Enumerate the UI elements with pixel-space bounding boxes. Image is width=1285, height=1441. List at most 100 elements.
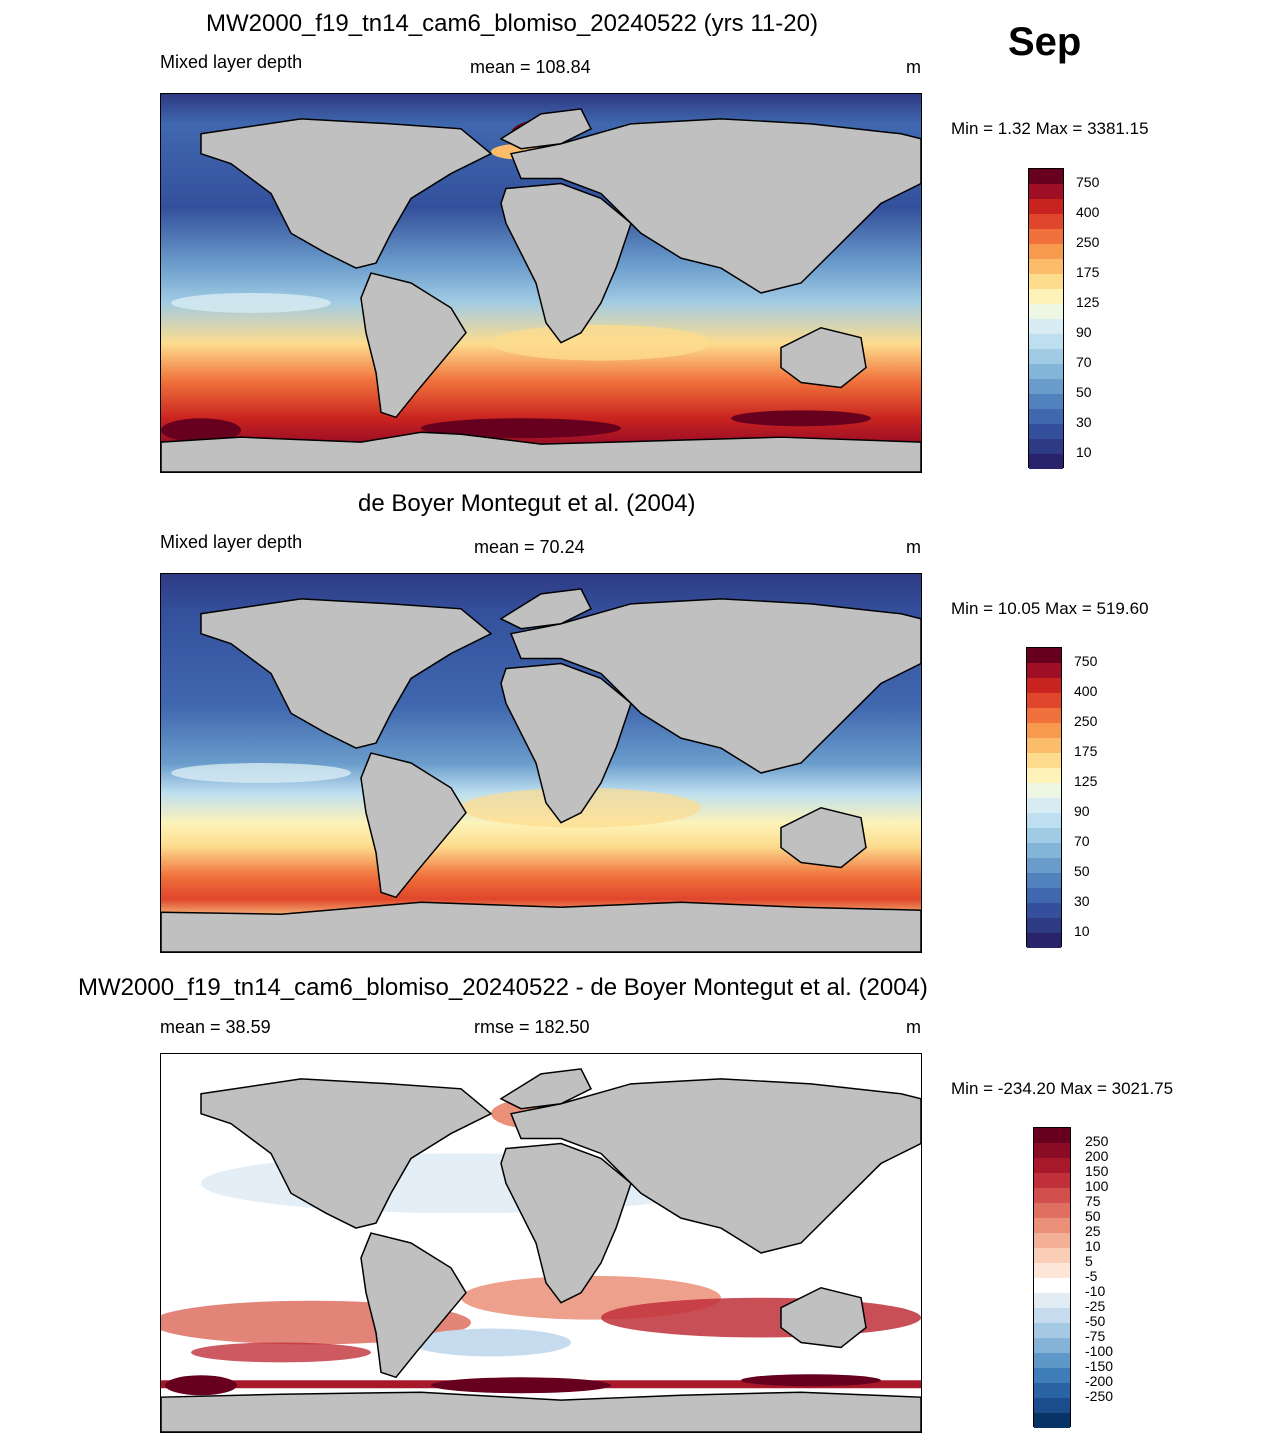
colorbar-swatch [1027, 828, 1061, 843]
panel-2-title: de Boyer Montegut et al. (2004) [358, 490, 696, 517]
colorbar-label: 125 [1074, 773, 1098, 789]
colorbar-label: -250 [1085, 1388, 1114, 1404]
colorbar-swatch [1029, 244, 1063, 259]
colorbar-swatch [1029, 454, 1063, 469]
colorbar-swatch [1034, 1383, 1070, 1398]
panel-2-minmax: Min = 10.05 Max = 519.60 [951, 599, 1149, 618]
colorbar-label: 100 [1085, 1178, 1109, 1194]
colorbar-swatch [1034, 1248, 1070, 1263]
panel-3-mean: mean = 38.59 [160, 1017, 271, 1037]
colorbar-label: -100 [1085, 1343, 1114, 1359]
colorbar-swatch [1029, 394, 1063, 409]
colorbar-swatch [1034, 1188, 1070, 1203]
colorbar-swatch [1034, 1173, 1070, 1188]
panel-3-title: MW2000_f19_tn14_cam6_blomiso_20240522 - … [78, 974, 928, 1001]
colorbar-swatch [1027, 813, 1061, 828]
panel-1-units: m [906, 57, 921, 77]
colorbar-label: 150 [1085, 1163, 1109, 1179]
colorbar-swatch [1034, 1398, 1070, 1413]
colorbar-swatch [1029, 304, 1063, 319]
colorbar-label: 250 [1074, 713, 1098, 729]
colorbar-label: 50 [1074, 863, 1090, 879]
colorbar-label: 75 [1085, 1193, 1101, 1209]
colorbar-swatch [1034, 1143, 1070, 1158]
colorbar-label: 10 [1076, 444, 1092, 460]
colorbar-swatch [1029, 364, 1063, 379]
panel-2-colorbar-swatches [1026, 647, 1062, 948]
colorbar-swatch [1034, 1218, 1070, 1233]
colorbar-label: 175 [1074, 743, 1098, 759]
colorbar-label: 70 [1076, 354, 1092, 370]
colorbar-swatch [1027, 768, 1061, 783]
colorbar-swatch [1034, 1353, 1070, 1368]
panel-1-left-label: Mixed layer depth [160, 52, 303, 72]
colorbar-label: -150 [1085, 1358, 1114, 1374]
panel-2-map [160, 573, 922, 953]
colorbar-label: 90 [1076, 324, 1092, 340]
colorbar-swatch [1029, 169, 1063, 184]
colorbar-swatch [1029, 184, 1063, 199]
colorbar-label: 125 [1076, 294, 1100, 310]
colorbar-swatch [1034, 1128, 1070, 1143]
colorbar-swatch [1034, 1233, 1070, 1248]
colorbar-swatch [1027, 663, 1061, 678]
colorbar-label: 175 [1076, 264, 1100, 280]
colorbar-swatch [1027, 843, 1061, 858]
panel-2-mean: mean = 70.24 [474, 537, 585, 557]
colorbar-swatch [1029, 199, 1063, 214]
colorbar-swatch [1027, 708, 1061, 723]
colorbar-swatch [1027, 858, 1061, 873]
panel-1-mean: mean = 108.84 [470, 57, 591, 77]
colorbar-swatch [1034, 1368, 1070, 1383]
colorbar-label: 250 [1085, 1133, 1109, 1149]
colorbar-label: -200 [1085, 1373, 1114, 1389]
colorbar-swatch [1029, 409, 1063, 424]
colorbar-swatch [1034, 1323, 1070, 1338]
colorbar-label: 400 [1074, 683, 1098, 699]
colorbar-label: 50 [1085, 1208, 1101, 1224]
colorbar-swatch [1034, 1293, 1070, 1308]
panel-1-title: MW2000_f19_tn14_cam6_blomiso_20240522 (y… [206, 10, 818, 37]
colorbar-label: -75 [1085, 1328, 1106, 1344]
panel-1-colorbar-swatches [1028, 168, 1064, 469]
colorbar-swatch [1029, 424, 1063, 439]
colorbar-swatch [1029, 214, 1063, 229]
colorbar-label: 50 [1076, 384, 1092, 400]
colorbar-swatch [1029, 319, 1063, 334]
colorbar-swatch [1027, 933, 1061, 948]
colorbar-swatch [1027, 738, 1061, 753]
panel-1-map [160, 93, 922, 473]
colorbar-label: 200 [1085, 1148, 1109, 1164]
colorbar-swatch [1034, 1158, 1070, 1173]
colorbar-label: 30 [1074, 893, 1090, 909]
colorbar-swatch [1027, 723, 1061, 738]
panel-3-map [160, 1053, 922, 1433]
colorbar-label: 750 [1074, 653, 1098, 669]
colorbar-swatch [1027, 753, 1061, 768]
colorbar-swatch [1027, 873, 1061, 888]
colorbar-label: -10 [1085, 1283, 1106, 1299]
colorbar-label: 5 [1085, 1253, 1093, 1269]
colorbar-swatch [1029, 379, 1063, 394]
colorbar-label: -50 [1085, 1313, 1106, 1329]
panel-3-units: m [906, 1017, 921, 1037]
panel-3-colorbar-swatches [1033, 1127, 1071, 1428]
colorbar-label: 90 [1074, 803, 1090, 819]
colorbar-swatch [1029, 274, 1063, 289]
panel-3-minmax: Min = -234.20 Max = 3021.75 [951, 1079, 1174, 1098]
panel-2-units: m [906, 537, 921, 557]
colorbar-swatch [1027, 798, 1061, 813]
colorbar-swatch [1027, 903, 1061, 918]
colorbar-label: -5 [1085, 1268, 1098, 1284]
colorbar-label: -25 [1085, 1298, 1106, 1314]
colorbar-swatch [1034, 1308, 1070, 1323]
colorbar-swatch [1029, 229, 1063, 244]
colorbar-swatch [1034, 1413, 1070, 1428]
colorbar-label: 250 [1076, 234, 1100, 250]
month-label: Sep [1008, 20, 1082, 64]
colorbar-swatch [1029, 349, 1063, 364]
colorbar-label: 10 [1085, 1238, 1101, 1254]
colorbar-label: 70 [1074, 833, 1090, 849]
colorbar-swatch [1027, 693, 1061, 708]
colorbar-swatch [1029, 259, 1063, 274]
